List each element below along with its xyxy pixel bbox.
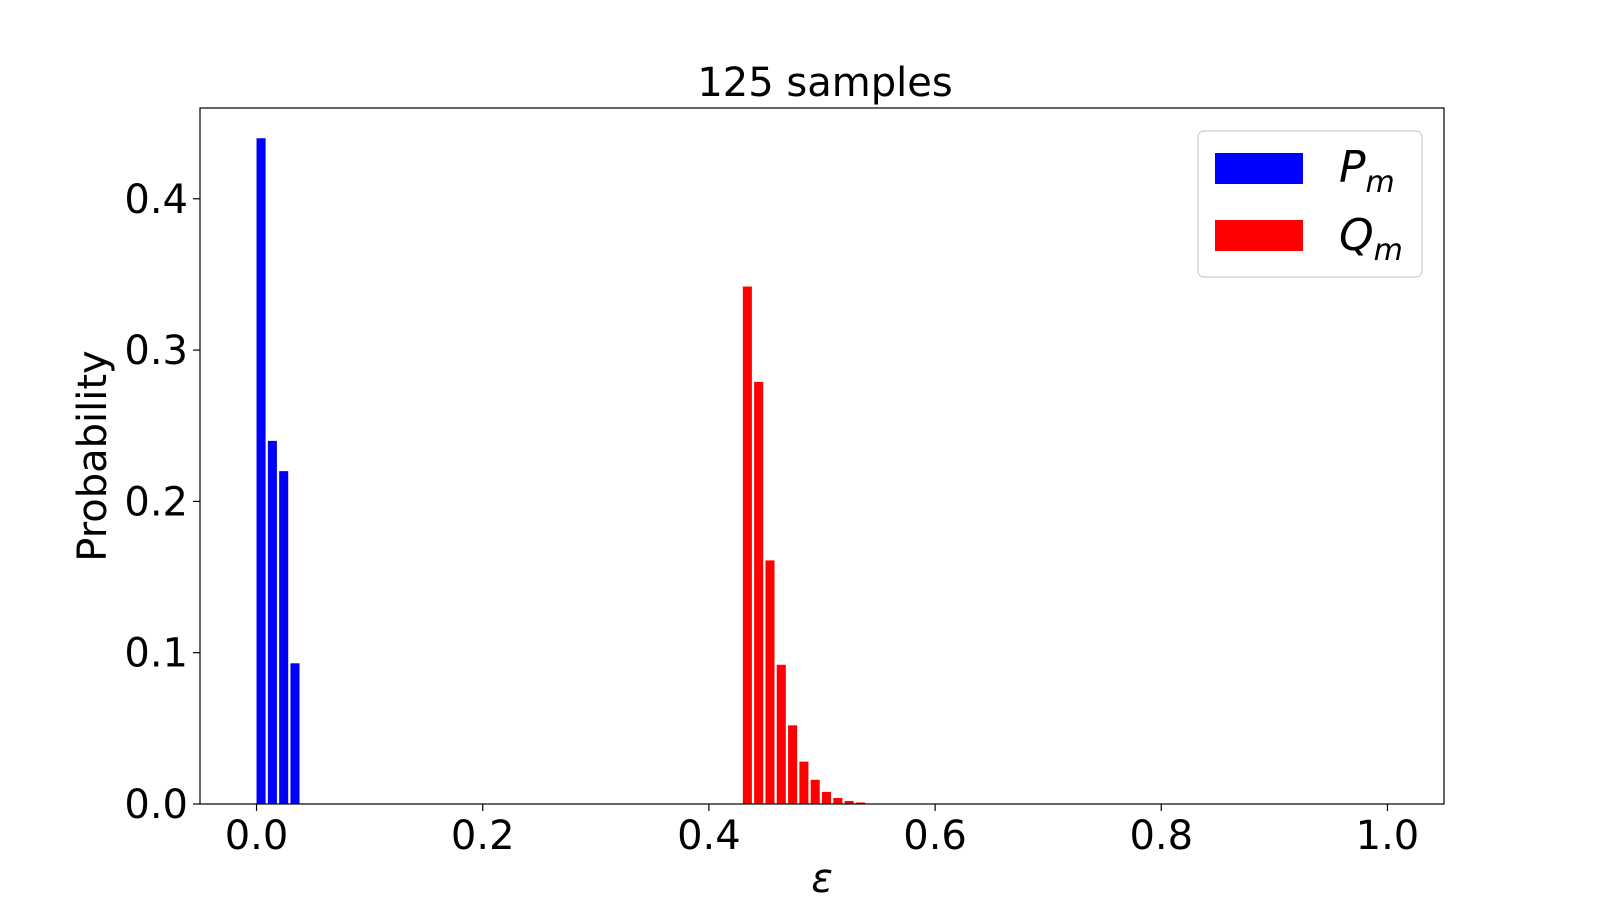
legend: Pm Qm	[1197, 130, 1423, 278]
x-tick-label-0: 0.0	[225, 813, 289, 859]
bar-q-0	[742, 286, 752, 804]
y-tick-label-0: 0.0	[124, 782, 188, 828]
bar-q-2	[765, 560, 775, 804]
x-tick-label-5: 1.0	[1356, 813, 1420, 859]
y-tick-label-3: 0.3	[124, 328, 188, 374]
bar-p-3	[290, 663, 300, 804]
x-axis-label: ε	[811, 856, 833, 900]
legend-swatch-p	[1215, 153, 1303, 184]
legend-label-q: Qm	[1339, 210, 1403, 268]
bar-q-1	[754, 381, 764, 804]
x-tick-label-4: 0.8	[1129, 813, 1193, 859]
bar-q-5	[799, 761, 809, 804]
bars-group	[256, 138, 865, 804]
y-axis-ticks: 0.0 0.1 0.2 0.3 0.4	[124, 177, 200, 828]
legend-label-p: Pm	[1339, 142, 1395, 200]
x-tick-label-1: 0.2	[451, 813, 515, 859]
chart-title: 125 samples	[697, 60, 952, 106]
plot-frame	[199, 107, 1445, 805]
bar-q-3	[776, 664, 786, 804]
bar-q-7	[822, 791, 832, 804]
x-axis-ticks: 0.0 0.2 0.4 0.6 0.8 1.0	[225, 804, 1420, 859]
bar-q-6	[810, 779, 820, 804]
bar-p-2	[279, 471, 289, 804]
bar-p-0	[256, 138, 266, 804]
x-tick-label-3: 0.6	[903, 813, 967, 859]
x-tick-label-2: 0.4	[677, 813, 741, 859]
bar-p-1	[267, 440, 277, 804]
bar-q-9	[844, 800, 854, 804]
bar-q-10	[855, 802, 865, 804]
y-tick-label-2: 0.2	[124, 479, 188, 525]
y-tick-label-1: 0.1	[124, 631, 188, 677]
bar-q-4	[788, 725, 798, 804]
legend-swatch-q	[1215, 220, 1303, 251]
y-axis-label: Probability	[70, 350, 116, 561]
y-tick-label-4: 0.4	[124, 177, 188, 223]
bar-q-8	[833, 797, 843, 804]
